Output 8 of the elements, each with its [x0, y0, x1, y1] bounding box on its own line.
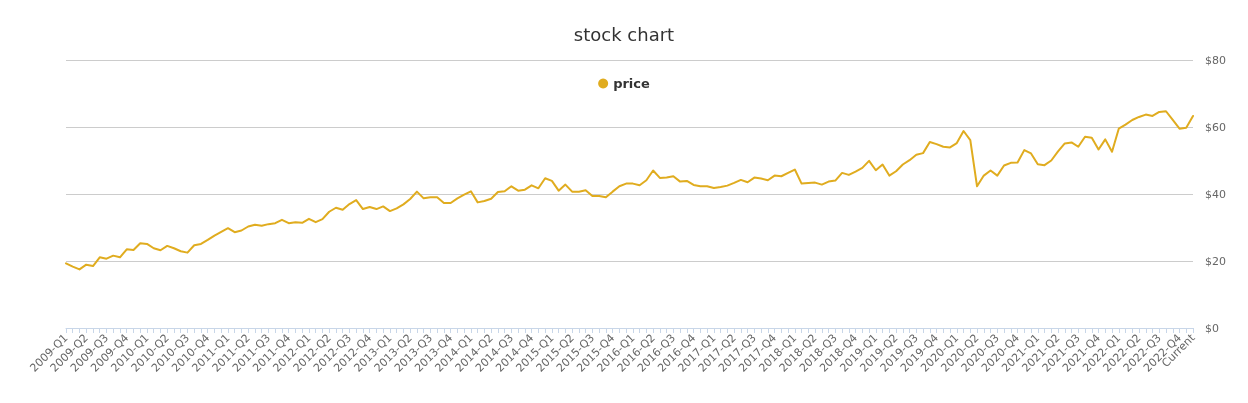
y-tick-label: $80 — [1205, 53, 1226, 67]
y-tick-label: $0 — [1205, 321, 1219, 335]
y-tick-label: $20 — [1205, 254, 1226, 268]
y-tick-label: $40 — [1205, 187, 1226, 201]
legend-label: price — [613, 76, 651, 91]
y-tick-label: $60 — [1205, 120, 1226, 134]
line-series — [65, 110, 1194, 271]
chart-title: stock chart — [573, 23, 675, 45]
